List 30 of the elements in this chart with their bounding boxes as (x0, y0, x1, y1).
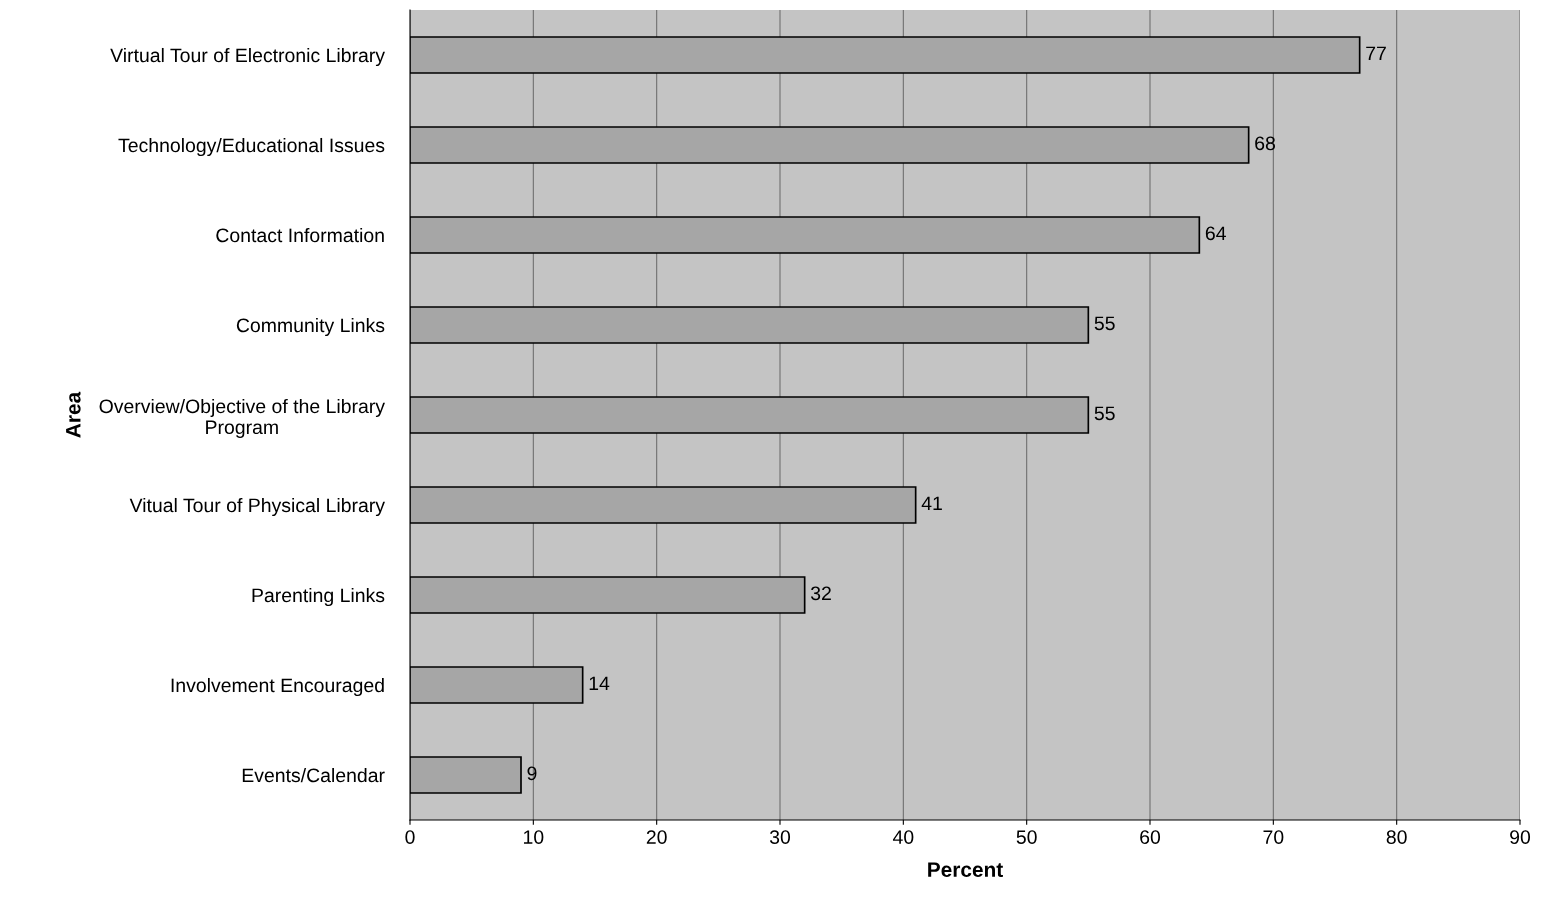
y-tick-label: Virtual Tour of Electronic Library (110, 47, 385, 67)
x-tick-label: 50 (1016, 830, 1037, 844)
y-tick-label: Technology/Educational Issues (118, 137, 385, 157)
x-tick-label: 20 (646, 830, 667, 844)
x-tick-label: 80 (1386, 830, 1407, 844)
y-tick-label: Contact Information (216, 227, 384, 243)
data-label: 68 (1255, 136, 1275, 151)
y-tick-label: Events/Calendar (242, 767, 385, 783)
data-label: 55 (1094, 406, 1115, 421)
x-axis-title: Percent (928, 862, 1003, 878)
x-tick-label: 70 (1263, 830, 1284, 844)
data-label: 64 (1205, 226, 1226, 241)
data-label: 14 (589, 676, 610, 691)
x-tick-label: 30 (769, 830, 791, 844)
y-tick-label: Vitual Tour of Physical Library (129, 497, 385, 517)
data-label: 41 (921, 496, 942, 511)
x-tick-label: 10 (524, 830, 544, 844)
data-label: 32 (810, 586, 831, 601)
data-label: 55 (1094, 316, 1115, 331)
y-tick-label: Community Links (236, 317, 385, 337)
y-axis-title: Area (66, 391, 81, 438)
y-tick-label: Involvement Encouraged (171, 677, 384, 697)
x-tick-label: 0 (405, 830, 415, 844)
x-tick-label: 90 (1510, 830, 1531, 844)
y-tick-label: Overview/Objective of the Library Program (99, 398, 385, 438)
x-tick-label: 40 (892, 830, 914, 844)
data-label: 9 (527, 766, 537, 781)
y-tick-label: Parenting Links (252, 587, 385, 607)
data-label: 77 (1366, 46, 1386, 61)
x-tick-label: 60 (1140, 830, 1161, 844)
